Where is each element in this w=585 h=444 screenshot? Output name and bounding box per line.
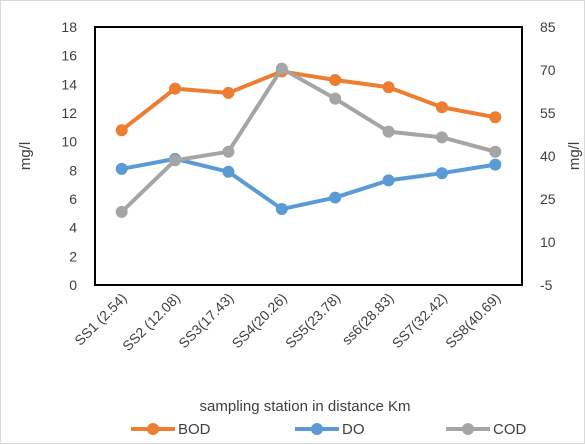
y2-tick-label: 25 <box>540 191 556 207</box>
y-tick-label: 18 <box>61 19 77 35</box>
y-tick-label: 14 <box>61 76 77 92</box>
data-point-do <box>382 174 395 187</box>
data-point-bod <box>489 111 502 124</box>
y-tick-label: 16 <box>61 48 77 64</box>
y2-tick-label: 10 <box>540 234 556 250</box>
y2-tick-label: -5 <box>540 277 553 293</box>
data-point-bod <box>169 82 182 95</box>
legend-item-bod: BOD <box>131 421 211 438</box>
data-point-do <box>275 203 288 216</box>
data-point-bod <box>115 124 128 137</box>
x-tick-label: SS4(20.26) <box>229 290 290 351</box>
data-point-cod <box>329 92 342 105</box>
x-axis-ticks: SS1 (2.54)SS2 (12.08)SS3(17.43)SS4(20.26… <box>71 290 503 354</box>
series-line-do <box>119 156 498 212</box>
y-tick-label: 12 <box>61 105 77 121</box>
y-tick-label: 6 <box>69 191 77 207</box>
data-point-cod <box>489 145 502 158</box>
y-tick-label: 10 <box>61 134 77 150</box>
data-point-bod <box>435 101 448 114</box>
data-point-do <box>329 191 342 204</box>
x-tick-label: SS7(32.42) <box>389 290 450 351</box>
x-tick-label: SS2 (12.08) <box>119 290 183 354</box>
data-point-cod <box>115 205 128 218</box>
data-point-cod <box>275 62 288 75</box>
y-tick-label: 2 <box>69 248 77 264</box>
y2-axis-title: mg/l <box>566 142 583 170</box>
legend-label-do: DO <box>342 421 365 438</box>
legend-item-cod: COD <box>446 421 527 438</box>
data-point-do <box>222 165 235 178</box>
plot-area-frame <box>94 26 523 286</box>
x-tick-label: ss6(28.83) <box>339 290 397 348</box>
data-point-cod <box>435 131 448 144</box>
y-tick-label: 4 <box>69 220 77 236</box>
data-point-do <box>489 158 502 171</box>
data-point-do <box>435 167 448 180</box>
data-point-cod <box>382 125 395 138</box>
data-point-do <box>115 162 128 175</box>
y-tick-label: 8 <box>69 162 77 178</box>
left-axis-ticks: 0 2 4 6 8 10 12 14 16 18 <box>61 19 77 293</box>
data-point-bod <box>329 74 342 87</box>
data-point-cod <box>169 154 182 167</box>
x-tick-label: SS5(23.78) <box>282 290 343 351</box>
y2-tick-label: 70 <box>540 62 556 78</box>
y2-tick-label: 40 <box>540 148 556 164</box>
series-layer <box>115 62 502 218</box>
y2-tick-label: 85 <box>540 19 556 35</box>
legend-item-do: DO <box>295 421 365 438</box>
x-tick-label: SS3(17.43) <box>175 290 236 351</box>
legend-label-cod: COD <box>493 421 527 438</box>
legend-label-bod: BOD <box>178 421 211 438</box>
right-axis-ticks: -5 10 25 40 55 70 85 <box>540 19 556 293</box>
y2-tick-label: 55 <box>540 105 556 121</box>
series-line-cod <box>119 66 498 214</box>
series-line-bod <box>119 69 498 133</box>
legend: BOD DO COD <box>131 421 527 438</box>
data-point-bod <box>382 81 395 94</box>
x-tick-label: SS8(40.69) <box>442 290 503 351</box>
x-axis-title: sampling station in distance Km <box>200 398 411 415</box>
y-axis-title: mg/l <box>17 142 34 170</box>
data-point-bod <box>222 86 235 99</box>
y-tick-label: 0 <box>69 277 77 293</box>
data-point-cod <box>222 145 235 158</box>
